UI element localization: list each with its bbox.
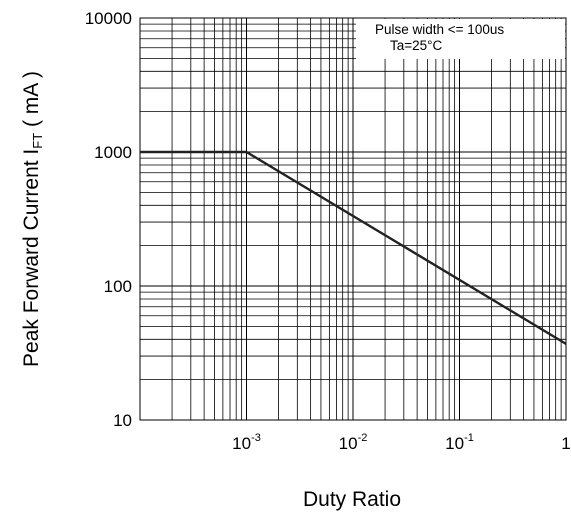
y-axis-title-main: Peak Forward Current I xyxy=(20,149,43,367)
legend-box: Pulse width <= 100us Ta=25°C xyxy=(356,19,565,59)
legend-box-frame xyxy=(356,19,565,59)
x-tick-exponent: -1 xyxy=(464,432,474,444)
series-line xyxy=(140,150,567,345)
y-axis-title-unit: ( mA ) xyxy=(20,71,43,133)
x-tick-label: 10-3 xyxy=(232,432,261,453)
x-tick-labels: 10-3 10-2 10-1 1 xyxy=(232,432,571,453)
x-tick-base: 10 xyxy=(339,434,358,453)
x-axis-title: Duty Ratio xyxy=(303,488,401,511)
y-axis-title-subscript: FT xyxy=(30,133,45,149)
x-tick-label: 1 xyxy=(561,434,570,453)
x-tick-base: 10 xyxy=(232,434,251,453)
x-tick-exponent: -3 xyxy=(251,432,261,444)
y-tick-label: 100 xyxy=(104,277,132,296)
x-tick-exponent: -2 xyxy=(358,432,368,444)
x-tick-base: 1 xyxy=(561,434,570,453)
annotation-temperature: Ta=25°C xyxy=(390,38,443,53)
y-tick-labels: 10 100 1000 10000 xyxy=(85,9,132,430)
plot-frame xyxy=(139,17,567,421)
y-axis-title: Peak Forward Current IFT ( mA ) xyxy=(20,71,45,367)
x-tick-base: 10 xyxy=(445,434,464,453)
x-tick-label: 10-2 xyxy=(339,432,368,453)
annotation-pulse-width: Pulse width <= 100us xyxy=(375,22,504,37)
grid xyxy=(140,18,566,420)
y-tick-label: 10000 xyxy=(85,9,132,28)
x-tick-label: 10-1 xyxy=(445,432,474,453)
y-tick-label: 10 xyxy=(113,411,132,430)
y-tick-label: 1000 xyxy=(94,143,132,162)
